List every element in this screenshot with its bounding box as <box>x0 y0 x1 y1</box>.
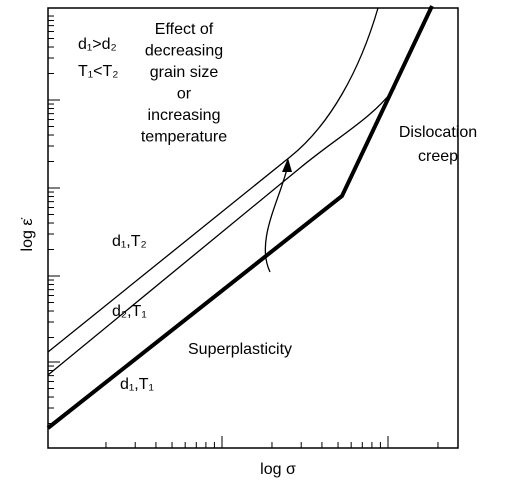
curve-label: d₂,T₁ <box>112 303 147 320</box>
effect-line: grain size <box>150 64 219 81</box>
effect-arrow <box>264 164 289 273</box>
arrow-head <box>282 158 292 172</box>
curve-d1-t2 <box>47 7 379 353</box>
condition-t: T₁<T₂ <box>78 63 119 80</box>
superplasticity-label: Superplasticity <box>188 341 292 358</box>
effect-line: temperature <box>141 129 227 146</box>
effect-line: decreasing <box>145 43 223 60</box>
y-axis-label: log ε̇ <box>19 218 36 252</box>
effect-line: or <box>177 86 192 103</box>
dislocation-label: Dislocation creep <box>399 124 477 165</box>
dislocation-line: creep <box>418 148 458 165</box>
effect-line: increasing <box>148 107 221 124</box>
curve-label: d₁,T₁ <box>120 376 154 393</box>
effect-label: Effect of decreasing grain size or increasin… <box>141 21 227 146</box>
effect-line: Effect of <box>155 21 214 38</box>
x-axis-label: log σ <box>260 461 296 478</box>
dislocation-line: Dislocation <box>399 124 477 141</box>
curve-label: d₁,T₂ <box>112 233 147 250</box>
plot-frame <box>47 7 459 449</box>
condition-d: d₁>d₂ <box>78 36 117 53</box>
curve-d1-t1 <box>46 5 434 430</box>
curve-d2-t1 <box>47 87 396 376</box>
